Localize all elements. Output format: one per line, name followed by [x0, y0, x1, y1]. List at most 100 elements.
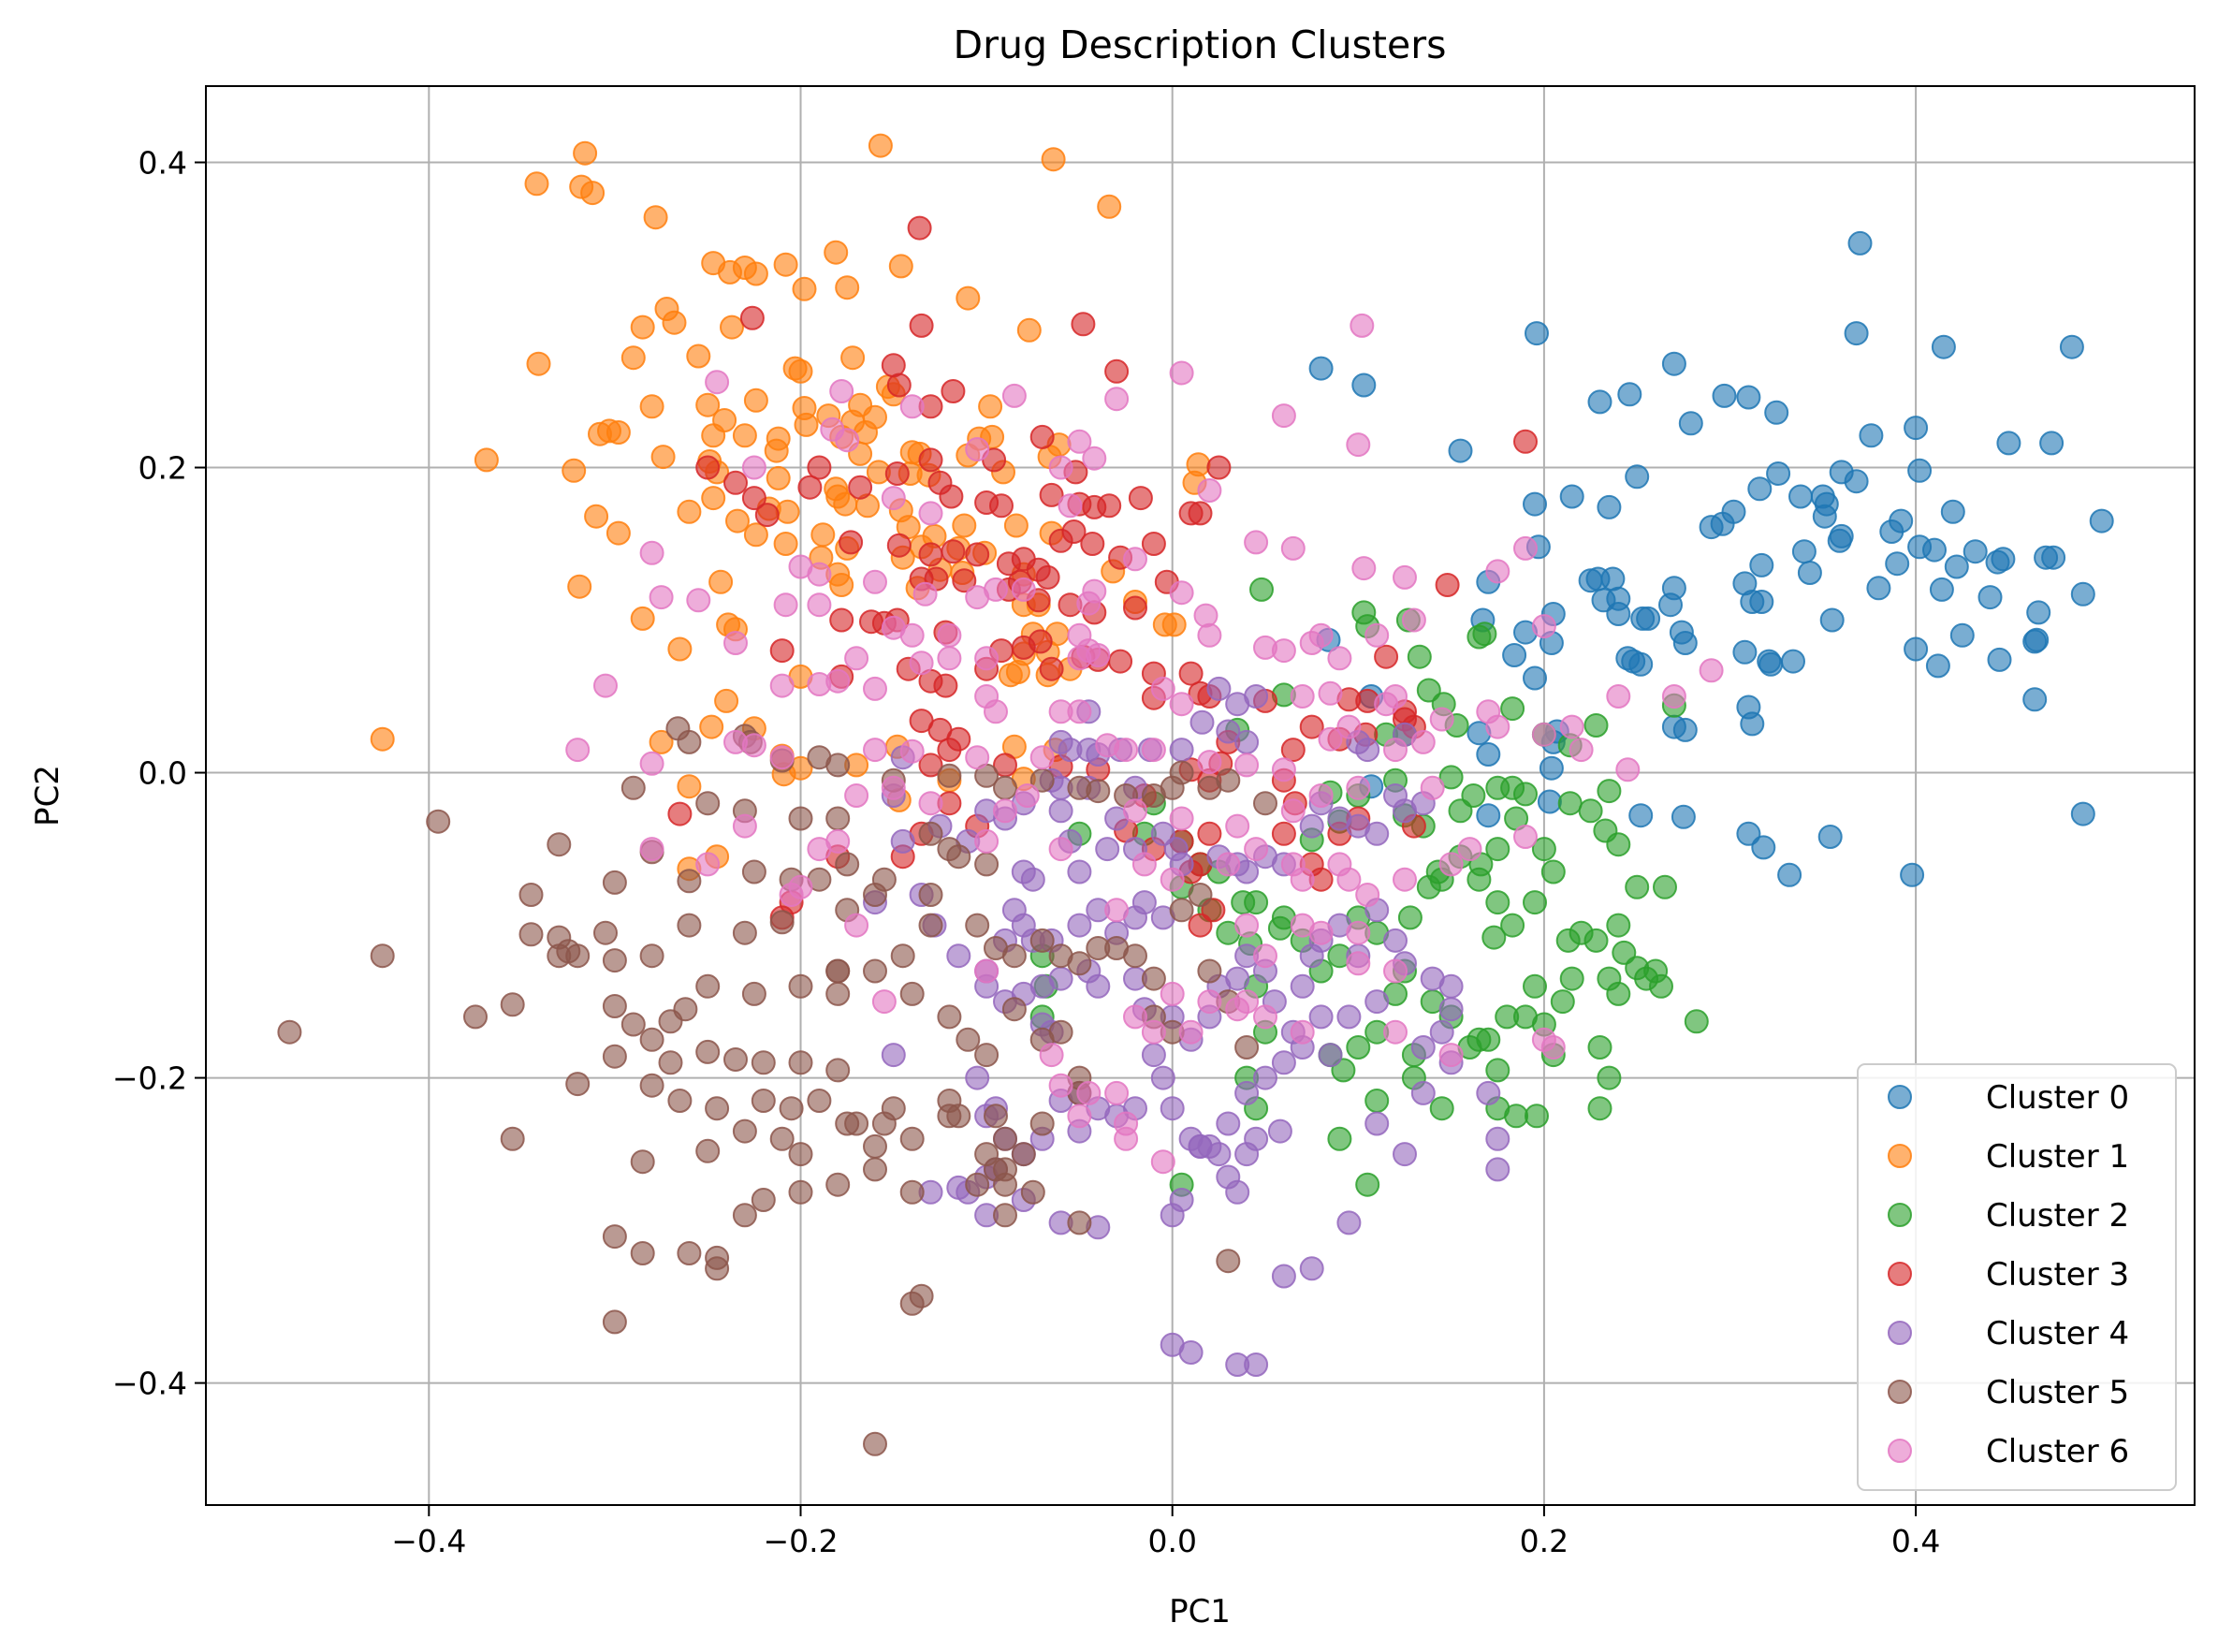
data-point [1597, 779, 1622, 804]
legend-label: Cluster 6 [1986, 1433, 2129, 1470]
data-point [965, 542, 990, 567]
data-point [1271, 403, 1296, 429]
data-point [1029, 424, 1055, 449]
data-point [677, 729, 702, 754]
data-point [2070, 801, 2095, 826]
data-point [941, 539, 966, 564]
legend-marker [1888, 1439, 1912, 1463]
data-point [639, 751, 664, 776]
data-point [984, 699, 1008, 724]
data-point [1383, 738, 1408, 763]
data-point [593, 673, 618, 698]
data-point [1393, 564, 1417, 590]
data-point [584, 504, 609, 529]
data-point [1160, 1096, 1185, 1121]
data-point [1216, 768, 1241, 793]
data-point [1308, 1004, 1334, 1030]
data-point [723, 470, 748, 495]
y-axis-label: PC2 [29, 765, 66, 826]
y-tick-label: 0.4 [139, 145, 187, 182]
data-point [1160, 867, 1185, 892]
data-point [881, 775, 906, 800]
legend: Cluster 0 Cluster 1 Cluster 2 Cluster 3 Clus… [1857, 1063, 2177, 1491]
data-point [565, 738, 591, 763]
data-point [839, 530, 864, 555]
data-point [1097, 493, 1122, 519]
data-point [807, 592, 832, 618]
data-point [695, 392, 721, 417]
data-point [1308, 783, 1334, 808]
data-point [1476, 1027, 1501, 1052]
data-point [1169, 692, 1194, 717]
data-point [1416, 678, 1441, 703]
data-point [1080, 532, 1105, 556]
data-point [1788, 484, 1813, 509]
data-point [1020, 1179, 1045, 1205]
data-point [989, 493, 1014, 519]
y-tick-label: 0.0 [139, 755, 187, 792]
data-point [835, 852, 860, 877]
data-point [788, 973, 813, 999]
data-point [1587, 389, 1612, 415]
data-point [1467, 624, 1492, 650]
data-point [871, 1111, 897, 1136]
data-point [909, 313, 934, 338]
data-point [1401, 607, 1426, 633]
data-point [500, 1126, 525, 1151]
data-point [1438, 997, 1464, 1022]
data-point [695, 455, 721, 480]
data-point [1234, 1080, 1260, 1105]
data-point [1197, 821, 1222, 846]
data-point [788, 358, 813, 384]
data-point [1485, 714, 1510, 739]
data-point [741, 486, 766, 511]
data-point [1271, 1050, 1296, 1075]
data-point [1628, 651, 1654, 677]
data-point [474, 447, 499, 473]
data-point [1318, 680, 1343, 706]
data-point [1615, 757, 1641, 782]
data-point [1617, 382, 1642, 407]
data-point [1435, 573, 1460, 597]
data-point [974, 1043, 1000, 1068]
data-point [1684, 1009, 1709, 1034]
data-point [933, 673, 958, 698]
data-point [695, 1039, 721, 1064]
data-point [1308, 622, 1334, 648]
data-point [732, 1118, 757, 1144]
data-point [1271, 1264, 1296, 1289]
data-point [1234, 1035, 1260, 1060]
data-point [899, 1126, 925, 1151]
data-point [1987, 647, 2012, 672]
data-point [1397, 905, 1423, 930]
data-point [1438, 852, 1464, 877]
data-point [602, 948, 627, 973]
data-point [1244, 837, 1269, 862]
data-point [1244, 530, 1269, 555]
data-point [881, 486, 906, 511]
data-point [1271, 821, 1296, 846]
data-point [705, 370, 730, 395]
data-point [667, 801, 693, 826]
data-point [1188, 883, 1213, 907]
data-point [1067, 699, 1092, 724]
data-point [593, 920, 618, 945]
data-point [650, 445, 676, 470]
data-point [779, 1096, 804, 1121]
data-point [1502, 643, 1527, 667]
y-tick-label: −0.2 [112, 1060, 187, 1097]
data-point [773, 532, 798, 556]
data-point [1011, 1142, 1036, 1167]
data-point [1578, 798, 1603, 824]
data-points [277, 133, 2114, 1456]
data-point [1797, 561, 1822, 585]
data-point [1699, 658, 1724, 683]
data-point [1327, 1126, 1352, 1151]
data-point [1271, 757, 1296, 782]
data-point [779, 883, 804, 907]
data-point [1150, 676, 1175, 701]
data-point [1234, 913, 1260, 938]
data-point [1067, 429, 1092, 454]
data-point [1336, 714, 1362, 739]
data-point [1513, 535, 1538, 561]
